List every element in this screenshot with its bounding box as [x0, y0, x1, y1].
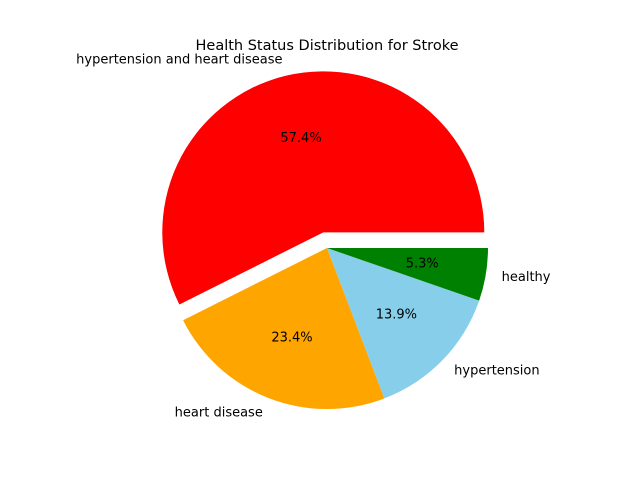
pie-category-label-hypertension-and-heart-disease: hypertension and heart disease — [76, 52, 282, 67]
pie-percent-label-heart-disease: 23.4% — [271, 331, 312, 346]
pie-category-label-healthy: healthy — [502, 270, 551, 285]
pie-slice-hypertension-and-heart-disease — [162, 71, 485, 305]
pie-slice-hypertension — [327, 248, 480, 399]
pie-category-labels: hypertension and heart disease heart dise… — [76, 52, 551, 420]
pie-percent-labels: 57.4% 23.4% 13.9% 5.3% — [271, 131, 438, 346]
pie-percent-label-hypertension-and-heart-disease: 57.4% — [280, 131, 321, 146]
pie-category-label-hypertension: hypertension — [454, 364, 539, 379]
pie-category-label-heart-disease: heart disease — [175, 406, 263, 421]
pie-slices — [162, 71, 488, 409]
pie-slice-heart-disease — [183, 248, 385, 409]
pie-slice-healthy — [327, 248, 488, 301]
chart-title: Health Status Distribution for Stroke — [196, 38, 459, 54]
pie-percent-label-hypertension: 13.9% — [376, 308, 417, 323]
pie-percent-label-healthy: 5.3% — [406, 257, 439, 272]
